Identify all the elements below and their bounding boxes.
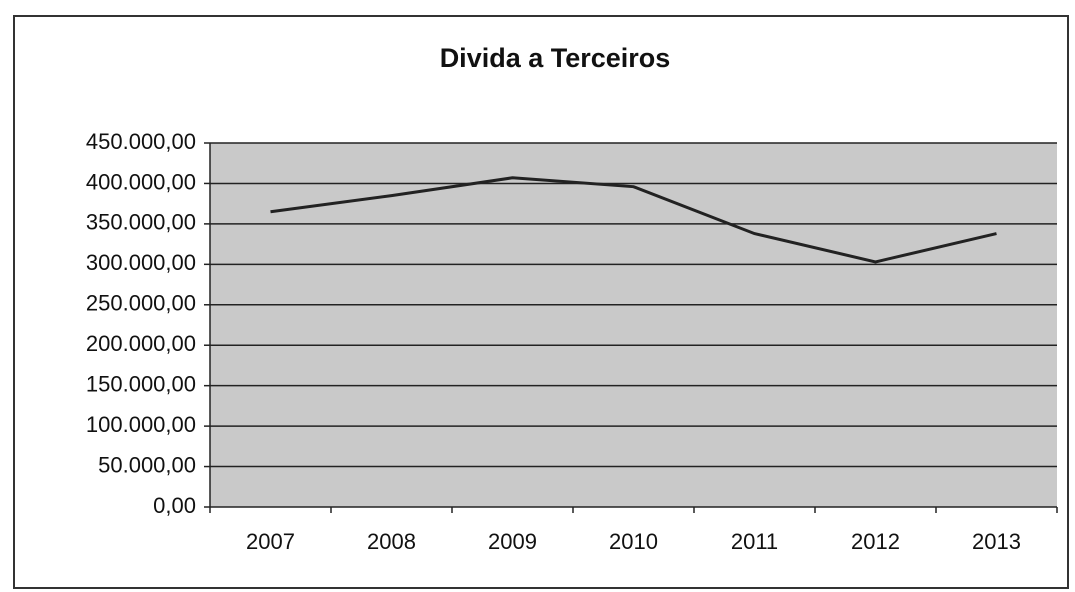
y-tick-label: 200.000,00 (86, 331, 196, 356)
y-tick-label: 50.000,00 (98, 452, 196, 477)
x-tick-label: 2013 (972, 529, 1021, 554)
chart-title: Divida a Terceiros (440, 43, 671, 73)
y-tick-label: 350.000,00 (86, 210, 196, 235)
y-tick-label: 250.000,00 (86, 291, 196, 316)
y-tick-label: 400.000,00 (86, 169, 196, 194)
x-tick-label: 2008 (367, 529, 416, 554)
x-tick-label: 2009 (488, 529, 537, 554)
y-tick-label: 450.000,00 (86, 129, 196, 154)
y-tick-label: 300.000,00 (86, 250, 196, 275)
y-tick-label: 0,00 (153, 493, 196, 518)
x-tick-label: 2010 (609, 529, 658, 554)
x-tick-label: 2011 (731, 529, 778, 554)
y-tick-label: 100.000,00 (86, 412, 196, 437)
x-tick-label: 2012 (851, 529, 900, 554)
line-series (270, 176, 997, 264)
y-tick-label: 150.000,00 (86, 371, 196, 396)
plot-area (210, 143, 1057, 507)
x-tick-label: 2007 (246, 529, 295, 554)
